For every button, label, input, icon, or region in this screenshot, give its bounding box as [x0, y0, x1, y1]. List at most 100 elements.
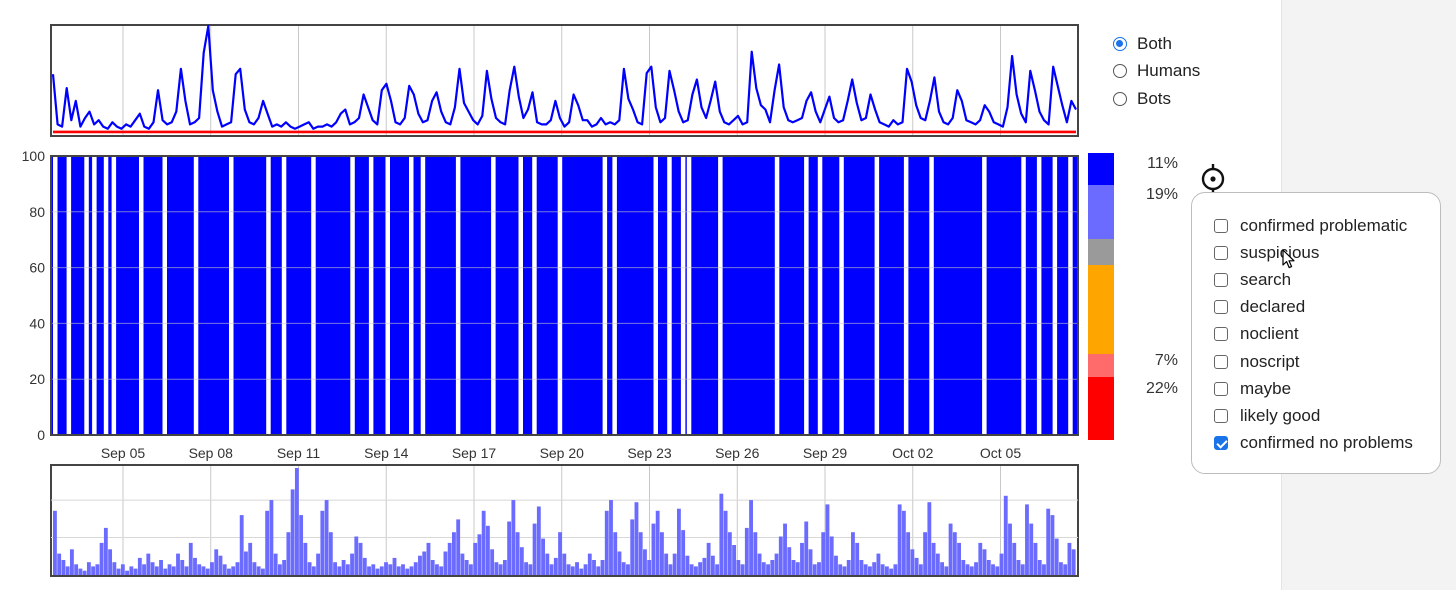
filter-suspicious[interactable]: suspicious: [1214, 239, 1413, 266]
hourly-bar: [774, 553, 779, 575]
x-tick-label: Sep 20: [540, 445, 585, 461]
checkbox-maybe[interactable]: [1214, 381, 1228, 396]
hourly-bar: [61, 560, 66, 575]
hourly-bar: [935, 553, 940, 575]
filter-noscript[interactable]: noscript: [1214, 348, 1413, 375]
overview-line-chart: [50, 24, 1079, 137]
x-tick-label: Oct 02: [892, 445, 933, 461]
checkbox-confirmed-no-problems[interactable]: [1214, 436, 1228, 451]
filter-maybe[interactable]: maybe: [1214, 375, 1413, 402]
hourly-bar: [965, 564, 970, 575]
hourly-bar: [643, 549, 647, 575]
hourly-bar: [154, 566, 159, 575]
hourly-bar: [710, 555, 715, 575]
hourly-bar: [736, 560, 741, 575]
y-tick-label: 20: [29, 371, 45, 387]
view-radio-group: Both Humans Bots: [1113, 30, 1200, 113]
hourly-bar: [626, 564, 630, 575]
checkbox-search[interactable]: [1214, 272, 1228, 287]
hourly-bar: [778, 536, 783, 575]
filter-label: confirmed problematic: [1240, 215, 1408, 235]
filter-label: suspicious: [1240, 242, 1320, 262]
checkbox-declared[interactable]: [1214, 300, 1228, 315]
hourly-bar: [163, 568, 168, 575]
hourly-bar: [125, 570, 129, 575]
hourly-bar: [188, 542, 193, 575]
hourly-bar: [494, 562, 499, 575]
filter-search[interactable]: search: [1214, 266, 1413, 293]
checkbox-confirmed-problematic[interactable]: [1214, 218, 1228, 233]
hourly-bar: [918, 564, 923, 575]
hourly-bar: [261, 568, 265, 575]
hourly-bar: [180, 560, 185, 575]
filter-declared[interactable]: declared: [1214, 294, 1413, 321]
hourly-bar: [519, 547, 524, 575]
bar-gap: [903, 156, 909, 435]
hourly-bar: [1071, 549, 1076, 575]
hourly-bar: [490, 549, 495, 575]
y-tick-label: 0: [37, 427, 45, 443]
bar-gap: [385, 156, 390, 435]
radio-humans-control[interactable]: [1113, 64, 1127, 79]
hourly-bar: [345, 564, 350, 575]
bar-gap: [66, 156, 72, 435]
filter-likely-good[interactable]: likely good: [1214, 402, 1413, 429]
hourly-bar: [1033, 542, 1038, 575]
breakdown-segment: [1088, 264, 1114, 354]
radio-both-control[interactable]: [1113, 36, 1127, 51]
hourly-bar: [825, 504, 830, 575]
bar-gap: [229, 156, 234, 435]
hourly-bar: [689, 564, 694, 575]
hourly-bar: [948, 523, 953, 575]
hourly-bar: [524, 562, 529, 575]
hourly-bar: [655, 510, 660, 575]
filter-list: confirmed problematic suspicious search …: [1214, 212, 1413, 457]
hourly-bar: [1029, 523, 1034, 575]
hourly-bar: [256, 566, 261, 575]
hourly-bar: [702, 557, 707, 575]
hourly-bar: [604, 510, 609, 575]
hourly-bar: [855, 542, 860, 575]
bar-gap: [162, 156, 167, 435]
bar-gap: [653, 156, 658, 435]
hourly-bar: [265, 510, 270, 575]
hourly-bar: [944, 566, 949, 575]
hourly-bar: [617, 551, 622, 575]
hourly-bar: [515, 532, 520, 575]
filter-noclient[interactable]: noclient: [1214, 321, 1413, 348]
checkbox-likely-good[interactable]: [1214, 408, 1228, 423]
radio-bots[interactable]: Bots: [1113, 85, 1200, 113]
hourly-volume-chart: [50, 464, 1079, 577]
traffic-charts: 0 20 40 60 80 100 Sep 05 Sep 08 Sep 11 Sep 14 Sep…: [22, 24, 1079, 577]
hourly-bar: [235, 562, 240, 575]
radio-both[interactable]: Both: [1113, 30, 1200, 58]
crosshair-gear-icon[interactable]: [1196, 162, 1230, 196]
checkbox-suspicious[interactable]: [1214, 245, 1228, 260]
hourly-bar: [897, 504, 902, 575]
breakdown-segment: [1088, 353, 1114, 377]
hourly-bar: [957, 542, 961, 575]
hourly-bar: [358, 542, 363, 575]
hourly-bar: [341, 560, 346, 575]
radio-humans[interactable]: Humans: [1113, 58, 1200, 86]
hourly-bar: [914, 557, 919, 575]
stacked-percent-chart: 0 20 40 60 80 100 Sep 05 Sep 08 Sep 11 Sep 14 Sep…: [22, 148, 1079, 461]
filter-confirmed-no-problems[interactable]: confirmed no problems: [1214, 430, 1413, 457]
hourly-bar: [744, 527, 749, 575]
breakdown-percent: 7%: [1154, 351, 1178, 369]
checkbox-noscript[interactable]: [1214, 354, 1228, 369]
bar-gap: [929, 156, 934, 435]
hourly-bar: [65, 566, 70, 575]
hourly-bar: [672, 553, 677, 575]
hourly-bar: [851, 532, 855, 575]
hourly-bar: [244, 551, 248, 575]
hourly-bar: [409, 566, 414, 575]
hourly-bar: [834, 555, 838, 575]
hourly-bar: [1042, 564, 1046, 575]
radio-bots-control[interactable]: [1113, 91, 1127, 106]
filter-confirmed-problematic[interactable]: confirmed problematic: [1214, 212, 1413, 239]
hourly-bar: [218, 555, 223, 575]
checkbox-noclient[interactable]: [1214, 327, 1228, 342]
hourly-bar: [282, 560, 287, 575]
hourly-bar: [1012, 542, 1017, 575]
